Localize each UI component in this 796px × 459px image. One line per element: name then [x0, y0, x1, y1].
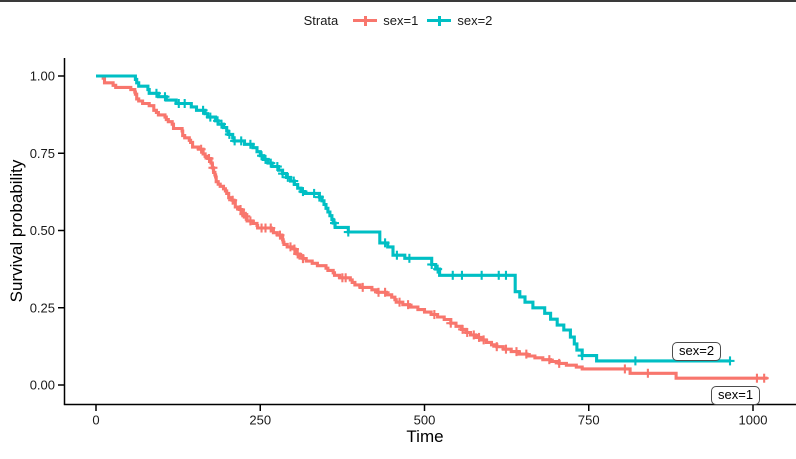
- strata-end-label-sex1: sex=1: [711, 386, 761, 405]
- x-axis-title: Time: [406, 427, 444, 446]
- y-axis-tick-label: 0.25: [30, 300, 55, 315]
- x-axis-tick-label: 1000: [739, 413, 768, 428]
- legend: Strata sex=1 sex=2: [0, 13, 796, 28]
- x-axis-tick-label: 750: [578, 413, 600, 428]
- km-censor-key-icon: [353, 13, 378, 28]
- legend-item-label: sex=1: [383, 13, 419, 28]
- x-axis-tick-label: 250: [249, 413, 271, 428]
- y-axis-tick-label: 1.00: [30, 69, 55, 84]
- km-censor-key-icon: [427, 13, 452, 28]
- window-top-border: [0, 0, 796, 2]
- legend-title: Strata: [303, 13, 339, 28]
- legend-item-sex1[interactable]: sex=1: [353, 13, 418, 28]
- y-axis-title: Survival probability: [7, 159, 26, 303]
- y-axis-tick-label: 0.00: [30, 378, 55, 393]
- km-curve-sex2: [96, 74, 730, 363]
- km-curve-sex1: [96, 74, 768, 380]
- x-axis-tick-label: 500: [414, 413, 436, 428]
- legend-item-label: sex=2: [457, 13, 493, 28]
- x-axis-tick-label: 0: [92, 413, 99, 428]
- y-axis-tick-label: 0.50: [30, 223, 55, 238]
- y-axis-tick-label: 0.75: [30, 146, 55, 161]
- legend-item-sex2[interactable]: sex=2: [427, 13, 492, 28]
- strata-end-label-sex2: sex=2: [672, 342, 722, 361]
